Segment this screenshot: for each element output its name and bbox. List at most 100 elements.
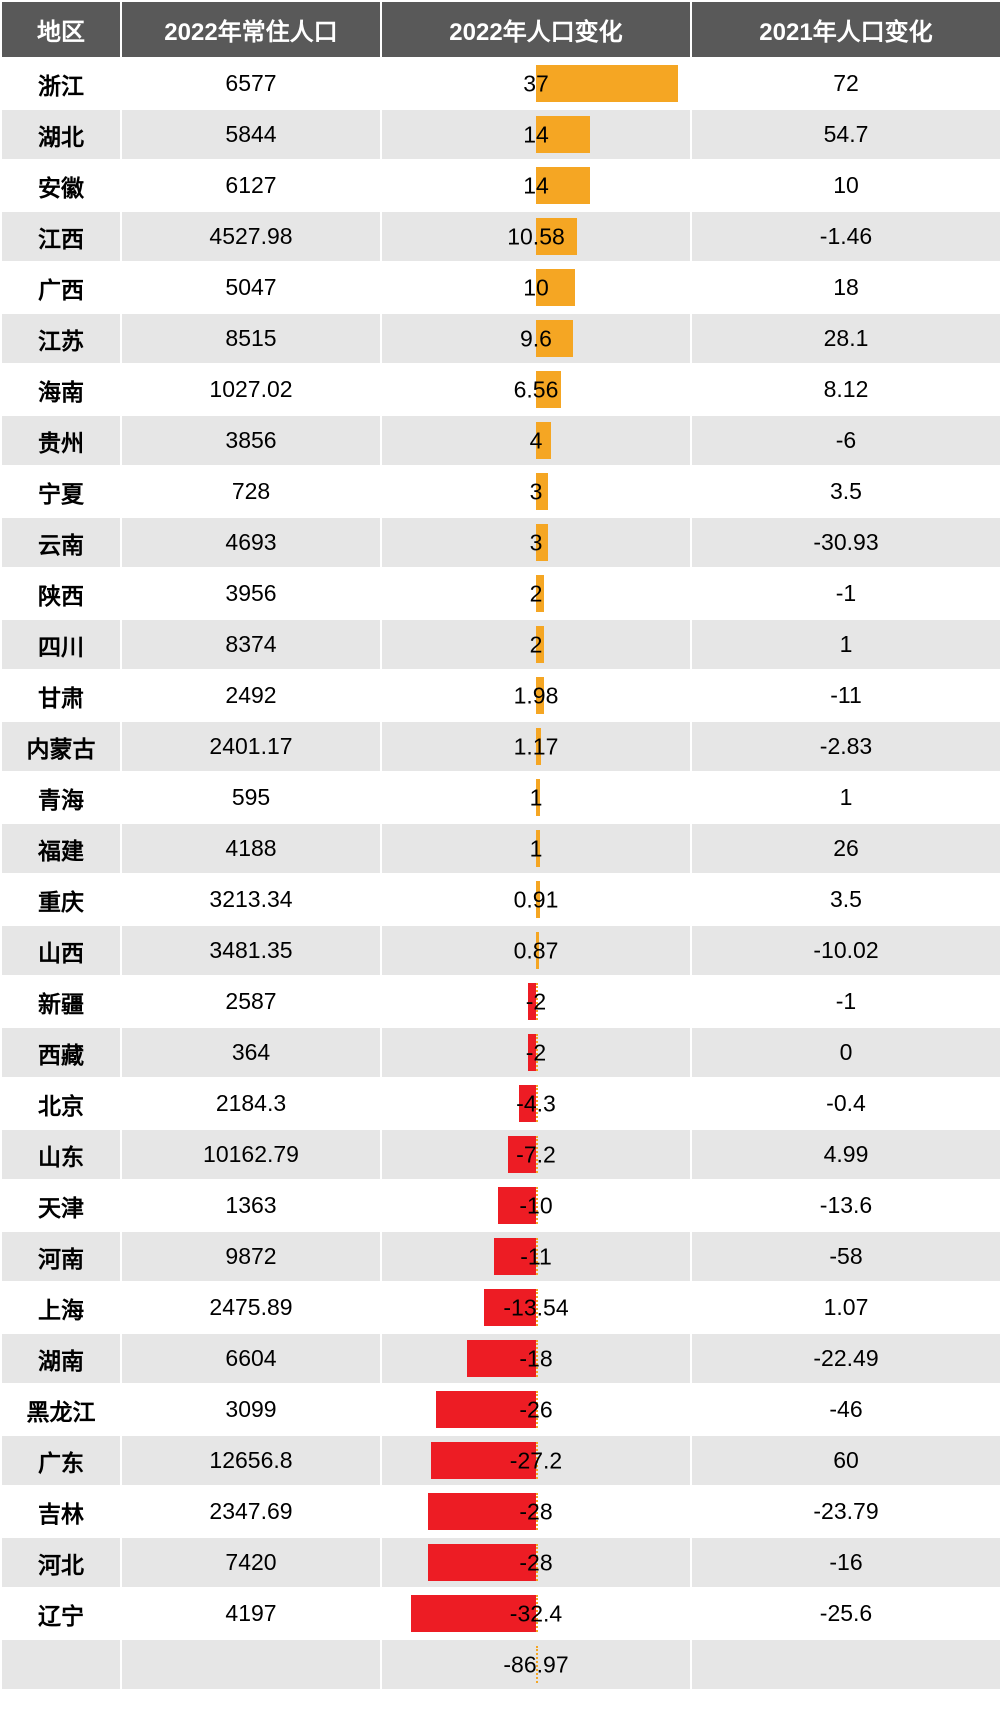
bar-label: -10 (382, 1192, 690, 1219)
cell-change2022: 1.17 (381, 721, 691, 772)
population-table: 地区 2022年常住人口 2022年人口变化 2021年人口变化 浙江65773… (0, 0, 1000, 1691)
bar-label: 2 (382, 580, 690, 607)
cell-change2022: -28 (381, 1537, 691, 1588)
cell-pop2022: 364 (121, 1027, 381, 1078)
table-body: 浙江65773772湖北58441454.7安徽61271410江西4527.9… (1, 58, 1000, 1690)
bar-label: -32.4 (382, 1600, 690, 1627)
cell-change2021: 10 (691, 160, 1000, 211)
cell-pop2022: 5047 (121, 262, 381, 313)
cell-pop2022: 3481.35 (121, 925, 381, 976)
cell-pop2022: 2401.17 (121, 721, 381, 772)
cell-pop2022: 4527.98 (121, 211, 381, 262)
cell-change2021: -0.4 (691, 1078, 1000, 1129)
cell-change2021: -23.79 (691, 1486, 1000, 1537)
table-row: 广东12656.8-27.260 (1, 1435, 1000, 1486)
cell-change2022: -28 (381, 1486, 691, 1537)
cell-region: 广东 (1, 1435, 121, 1486)
cell-region: 上海 (1, 1282, 121, 1333)
header-pop2022: 2022年常住人口 (121, 1, 381, 58)
cell-pop2022: 595 (121, 772, 381, 823)
cell-change2022: 1 (381, 823, 691, 874)
cell-region: 吉林 (1, 1486, 121, 1537)
cell-pop2022: 9872 (121, 1231, 381, 1282)
cell-region: 北京 (1, 1078, 121, 1129)
bar-label: 0.91 (382, 886, 690, 913)
table-row: 北京2184.3-4.3-0.4 (1, 1078, 1000, 1129)
cell-region: 云南 (1, 517, 121, 568)
bar-label: 3 (382, 478, 690, 505)
table-row: 陕西39562-1 (1, 568, 1000, 619)
cell-change2022: -2 (381, 1027, 691, 1078)
header-change2021: 2021年人口变化 (691, 1, 1000, 58)
table-row: 浙江65773772 (1, 58, 1000, 109)
cell-change2022: 3 (381, 517, 691, 568)
cell-change2022: -32.4 (381, 1588, 691, 1639)
bar-label: 14 (382, 121, 690, 148)
cell-change2021: -10.02 (691, 925, 1000, 976)
bar-label: 1.17 (382, 733, 690, 760)
cell-change2022: 3 (381, 466, 691, 517)
table-row: 辽宁4197-32.4-25.6 (1, 1588, 1000, 1639)
bar-label: -28 (382, 1498, 690, 1525)
table-row: 山西3481.350.87-10.02 (1, 925, 1000, 976)
cell-change2022: -11 (381, 1231, 691, 1282)
cell-change2021: 28.1 (691, 313, 1000, 364)
table-row: 重庆3213.340.913.5 (1, 874, 1000, 925)
cell-pop2022: 8515 (121, 313, 381, 364)
cell-pop2022: 3956 (121, 568, 381, 619)
table-row: 湖北58441454.7 (1, 109, 1000, 160)
cell-pop2022: 3213.34 (121, 874, 381, 925)
cell-pop2022: 8374 (121, 619, 381, 670)
bar-label: -2 (382, 988, 690, 1015)
table-row: 广西50471018 (1, 262, 1000, 313)
cell-change2022: 1 (381, 772, 691, 823)
cell-change2022: 1.98 (381, 670, 691, 721)
table-row: 湖南6604-18-22.49 (1, 1333, 1000, 1384)
cell-region: 河南 (1, 1231, 121, 1282)
cell-region: 辽宁 (1, 1588, 121, 1639)
cell-pop2022: 3099 (121, 1384, 381, 1435)
cell-region: 山东 (1, 1129, 121, 1180)
cell-region: 贵州 (1, 415, 121, 466)
cell-change2021: -22.49 (691, 1333, 1000, 1384)
bar-label: 1 (382, 784, 690, 811)
cell-pop2022: 4188 (121, 823, 381, 874)
table-row: 天津1363-10-13.6 (1, 1180, 1000, 1231)
cell-pop2022: 1363 (121, 1180, 381, 1231)
cell-change2021: 3.5 (691, 466, 1000, 517)
cell-change2021: -46 (691, 1384, 1000, 1435)
bar-label: -26 (382, 1396, 690, 1423)
cell-change2022: 6.56 (381, 364, 691, 415)
cell-region: 广西 (1, 262, 121, 313)
bar-label: 3 (382, 529, 690, 556)
cell-pop2022: 6604 (121, 1333, 381, 1384)
cell-change2021: -1.46 (691, 211, 1000, 262)
cell-region: 四川 (1, 619, 121, 670)
cell-change2022: 0.91 (381, 874, 691, 925)
cell-change2021: -1 (691, 976, 1000, 1027)
bar-label: 14 (382, 172, 690, 199)
cell-region: 西藏 (1, 1027, 121, 1078)
bar-label: 37 (382, 70, 690, 97)
cell-total-change2022: -86.97 (381, 1639, 691, 1690)
cell-change2021: 60 (691, 1435, 1000, 1486)
cell-change2021: 3.5 (691, 874, 1000, 925)
cell-change2021: 8.12 (691, 364, 1000, 415)
table-row: 江苏85159.628.1 (1, 313, 1000, 364)
cell-change2022: 37 (381, 58, 691, 109)
cell-pop2022: 1027.02 (121, 364, 381, 415)
cell-change2021: -30.93 (691, 517, 1000, 568)
cell-change2022: 2 (381, 619, 691, 670)
cell-change2021: -16 (691, 1537, 1000, 1588)
bar-label: 6.56 (382, 376, 690, 403)
cell-region: 江苏 (1, 313, 121, 364)
bar-label: -7.2 (382, 1141, 690, 1168)
cell-region: 重庆 (1, 874, 121, 925)
bar-label: 1 (382, 835, 690, 862)
cell-region: 山西 (1, 925, 121, 976)
cell-change2022: 14 (381, 109, 691, 160)
bar-label: -11 (382, 1243, 690, 1270)
table-row: 贵州38564-6 (1, 415, 1000, 466)
cell-change2021: 1 (691, 619, 1000, 670)
cell-change2022: -4.3 (381, 1078, 691, 1129)
